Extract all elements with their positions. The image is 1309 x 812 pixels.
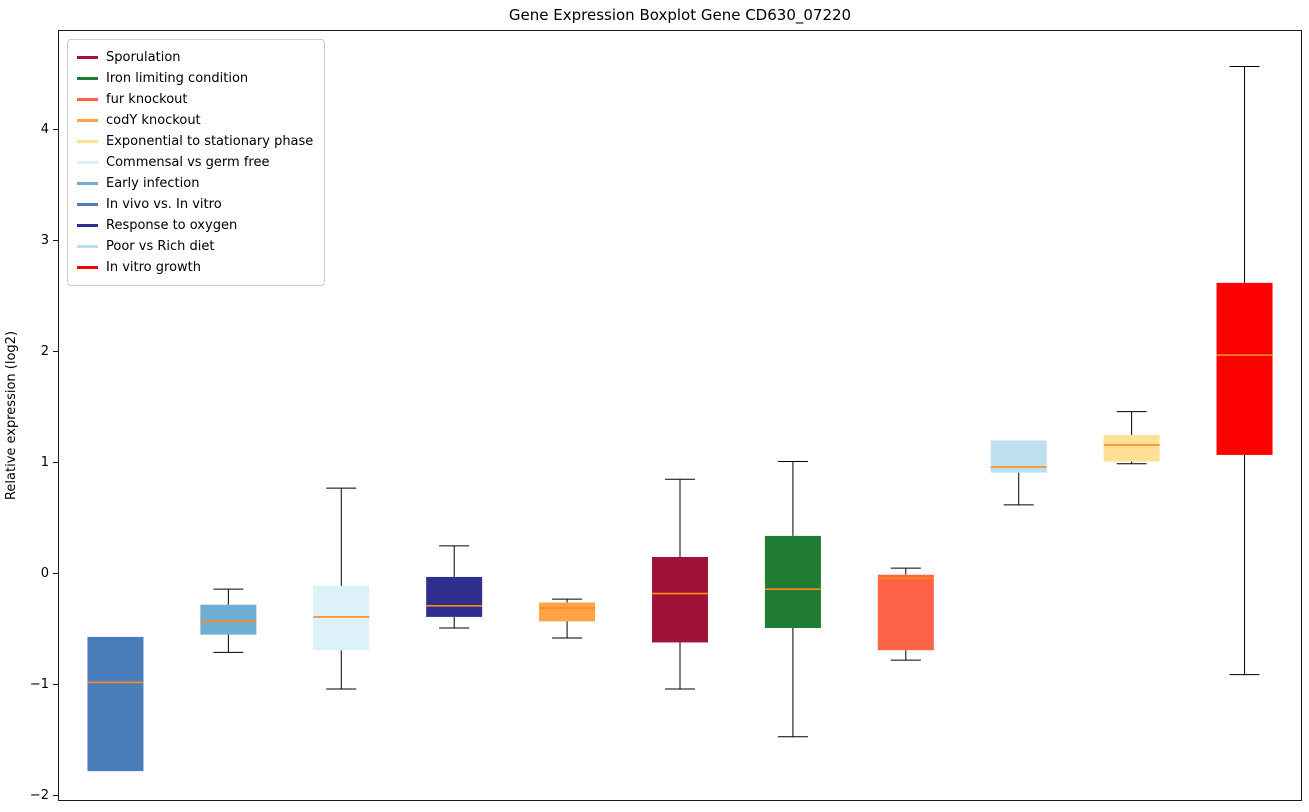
box-rect xyxy=(652,556,708,643)
legend-item: Early infection xyxy=(77,173,313,194)
legend-label: Early infection xyxy=(106,176,200,191)
legend: Sporulation Iron limiting condition fur kn… xyxy=(67,39,326,286)
box-cody-knockout xyxy=(539,598,596,639)
plot-frame: Sporulation Iron limiting condition fur kn… xyxy=(58,30,1302,801)
legend-item: Iron limiting condition xyxy=(77,68,313,89)
box-iron-limiting-condition xyxy=(764,461,821,738)
legend-swatch xyxy=(77,140,98,143)
legend-item: In vitro growth xyxy=(77,257,313,278)
legend-label: In vivo vs. In vitro xyxy=(106,197,222,212)
y-tick-label: 1 xyxy=(40,454,49,470)
box-rect xyxy=(539,602,596,622)
legend-item: Response to oxygen xyxy=(77,215,313,236)
legend-swatch xyxy=(77,203,98,206)
box-rect xyxy=(313,585,370,651)
legend-label: Sporulation xyxy=(106,50,181,65)
legend-label: Response to oxygen xyxy=(106,218,238,233)
box-commensal-vs-germ-free xyxy=(313,487,370,690)
box-fur-knockout xyxy=(877,567,934,661)
box-in-vitro-growth xyxy=(1216,66,1273,676)
legend-swatch xyxy=(77,182,98,185)
chart-title: Gene Expression Boxplot Gene CD630_07220 xyxy=(508,6,852,24)
box-rect xyxy=(877,574,934,651)
box-rect xyxy=(200,604,257,635)
legend-label: In vitro growth xyxy=(106,260,201,275)
y-tick-label: 3 xyxy=(40,232,49,248)
legend-label: Commensal vs germ free xyxy=(106,155,270,170)
legend-swatch xyxy=(77,161,98,164)
legend-item: Sporulation xyxy=(77,47,313,68)
y-tick-mark xyxy=(53,351,58,353)
box-rect xyxy=(87,636,144,772)
legend-item: Poor vs Rich diet xyxy=(77,236,313,257)
box-sporulation xyxy=(652,478,708,690)
legend-label: codY knockout xyxy=(106,113,201,128)
legend-item: codY knockout xyxy=(77,110,313,131)
box-exponential-to-stationary-phase xyxy=(1103,411,1160,465)
y-tick-mark xyxy=(53,795,58,797)
legend-label: Exponential to stationary phase xyxy=(106,134,314,149)
box-response-to-oxygen xyxy=(426,545,483,629)
y-tick-mark xyxy=(53,573,58,575)
legend-item: In vivo vs. In vitro xyxy=(77,194,313,215)
y-tick-label: 0 xyxy=(40,565,49,581)
legend-item: Exponential to stationary phase xyxy=(77,131,313,152)
y-tick-label: −1 xyxy=(29,676,49,692)
box-rect xyxy=(764,535,821,629)
box-early-infection xyxy=(200,588,257,653)
legend-swatch xyxy=(77,77,98,80)
box-poor-vs-rich-diet xyxy=(990,440,1047,506)
y-tick-mark xyxy=(53,240,58,242)
legend-swatch xyxy=(77,98,98,101)
legend-swatch xyxy=(77,245,98,248)
legend-swatch xyxy=(77,224,98,227)
boxplot-canvas xyxy=(87,66,1273,772)
box-in-vivo-vs-in-vitro xyxy=(87,636,144,772)
box-rect xyxy=(1103,434,1160,462)
box-rect xyxy=(426,576,483,617)
y-tick-label: −2 xyxy=(29,787,49,803)
legend-label: Iron limiting condition xyxy=(106,71,249,86)
y-tick-mark xyxy=(53,462,58,464)
legend-label: Poor vs Rich diet xyxy=(106,239,215,254)
y-tick-label: 2 xyxy=(40,343,49,359)
box-rect xyxy=(1216,282,1273,455)
legend-swatch xyxy=(77,266,98,269)
legend-label: fur knockout xyxy=(106,92,188,107)
legend-item: fur knockout xyxy=(77,89,313,110)
legend-swatch xyxy=(77,119,98,122)
legend-item: Commensal vs germ free xyxy=(77,152,313,173)
y-tick-label: 4 xyxy=(40,121,49,137)
y-tick-mark xyxy=(53,129,58,131)
legend-swatch xyxy=(77,56,98,59)
y-tick-mark xyxy=(53,684,58,686)
